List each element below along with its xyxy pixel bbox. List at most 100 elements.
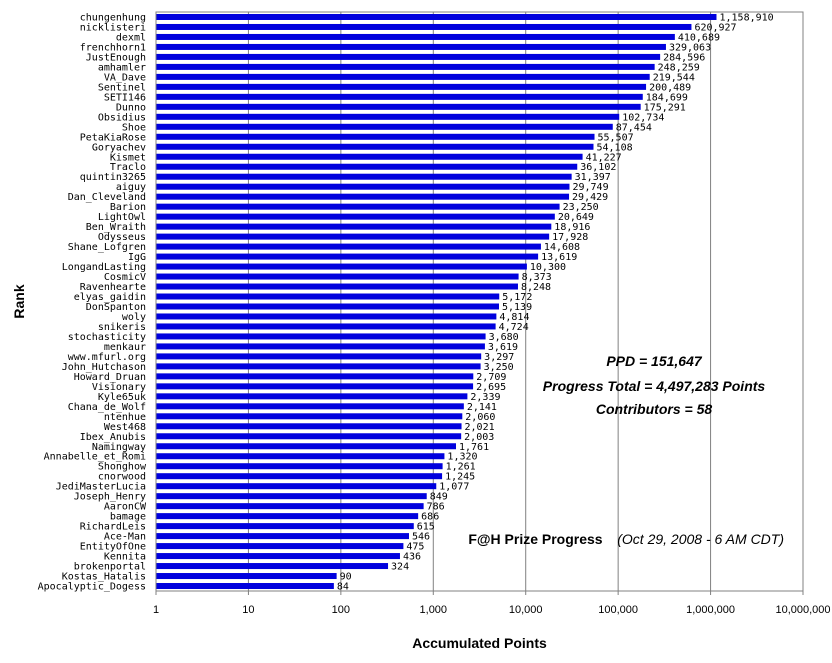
category-label: bamage: [110, 512, 146, 523]
bar: [156, 183, 570, 190]
bar: [156, 133, 595, 140]
data-label: 54,108: [596, 142, 632, 153]
bar: [156, 193, 570, 200]
category-label: Namingway: [92, 442, 146, 453]
bar: [156, 313, 497, 320]
bar: [156, 343, 485, 350]
bar: [156, 323, 496, 330]
bar: [156, 513, 419, 520]
data-label: 90: [340, 572, 352, 583]
data-label: 8,248: [521, 282, 551, 293]
data-label: 200,489: [649, 82, 691, 93]
category-label: Ravenhearte: [80, 282, 146, 293]
data-label: 786: [427, 502, 445, 513]
data-label: 5,139: [502, 302, 532, 313]
category-label: VA_Dave: [104, 72, 146, 83]
bar: [156, 63, 655, 70]
category-label: Odysseus: [98, 232, 146, 243]
data-label: 14,608: [544, 242, 580, 253]
data-label: 546: [412, 532, 430, 543]
bar: [156, 163, 578, 170]
data-label: 1,158,910: [719, 12, 773, 23]
category-label: JustEnough: [86, 52, 146, 63]
bar: [156, 263, 527, 270]
category-label: Kennita: [104, 552, 146, 563]
chart-title-group: F@H Prize Progress (Oct 29, 2008 - 6 AM …: [468, 529, 784, 548]
plot-frame: [155, 11, 804, 592]
data-label: 1,077: [439, 482, 469, 493]
bar: [156, 103, 641, 110]
annotation-contributors: Contributors = 58: [596, 401, 713, 417]
x-tick-label: 1,000,000: [686, 604, 735, 616]
data-label: 36,102: [580, 162, 616, 173]
category-label: Joseph_Henry: [74, 492, 146, 503]
data-label: 475: [406, 542, 424, 553]
data-label: 248,259: [658, 62, 700, 73]
data-label: 3,250: [484, 362, 514, 373]
bar: [156, 293, 500, 300]
bar: [156, 463, 443, 470]
chart-title: F@H Prize Progress: [468, 531, 602, 547]
bar: [156, 423, 462, 430]
data-label: 87,454: [616, 122, 652, 133]
bar: [156, 483, 437, 490]
x-tick-label: 10: [242, 604, 254, 616]
bar: [156, 113, 620, 120]
annotation-ppd: PPD = 151,647: [606, 353, 703, 369]
data-label: 849: [430, 492, 448, 503]
data-label: 84: [337, 582, 349, 593]
x-tick-labels: 1 10 100 1,000 10,000 100,000 1,000,000 10,000,…: [153, 604, 831, 616]
bar: [156, 203, 560, 210]
category-label: frenchhorn1: [80, 42, 146, 53]
x-tick-label: 10,000: [509, 604, 543, 616]
category-label: JediMasterLucia: [56, 482, 146, 493]
data-label: 29,429: [572, 192, 608, 203]
data-label: 55,507: [598, 132, 634, 143]
bar: [156, 573, 337, 580]
bar: [156, 413, 463, 420]
bar: [156, 123, 613, 130]
data-label: 23,250: [563, 202, 599, 213]
category-label: aiguy: [116, 182, 146, 193]
bar: [156, 383, 474, 390]
bar: [156, 223, 552, 230]
bar: [156, 253, 539, 260]
category-label: Shoe: [122, 122, 146, 133]
category-label: Sentinel: [98, 82, 146, 93]
category-label: brokenportal: [74, 562, 146, 573]
bar: [156, 493, 427, 500]
category-label: Apocalyptic_Dogess: [38, 582, 146, 593]
bar: [156, 453, 445, 460]
category-label: Shonghow: [98, 462, 147, 473]
category-label: SETI146: [104, 92, 146, 103]
category-label: Howard_Druan: [74, 372, 146, 383]
bar: [156, 353, 482, 360]
bar: [156, 273, 519, 280]
data-label: 17,928: [552, 232, 588, 243]
annotation-progress-total: Progress Total = 4,497,283 Points: [543, 378, 766, 394]
bar: [156, 433, 462, 440]
category-label: West468: [104, 422, 146, 433]
data-label: 18,916: [554, 222, 590, 233]
data-label: 2,021: [465, 422, 495, 433]
category-label: dexml: [116, 32, 146, 43]
data-label: 1,261: [446, 462, 476, 473]
data-label: 615: [417, 522, 435, 533]
data-label: 2,339: [470, 392, 500, 403]
bar: [156, 553, 400, 560]
category-label: Traclo: [110, 162, 146, 173]
x-tick-label: 100: [332, 604, 350, 616]
data-label: 686: [421, 512, 439, 523]
bar: [156, 333, 486, 340]
category-label: chungenhung: [80, 12, 146, 23]
x-tick-label: 1,000: [420, 604, 448, 616]
category-label: LongandLasting: [62, 262, 146, 273]
bar: [156, 93, 643, 100]
bar: [156, 243, 541, 250]
category-label: snikeris: [98, 322, 146, 333]
bar: [156, 13, 717, 20]
category-label: nicklisteri: [80, 22, 146, 33]
bar: [156, 473, 443, 480]
bar: [156, 153, 583, 160]
bar: [156, 303, 499, 310]
